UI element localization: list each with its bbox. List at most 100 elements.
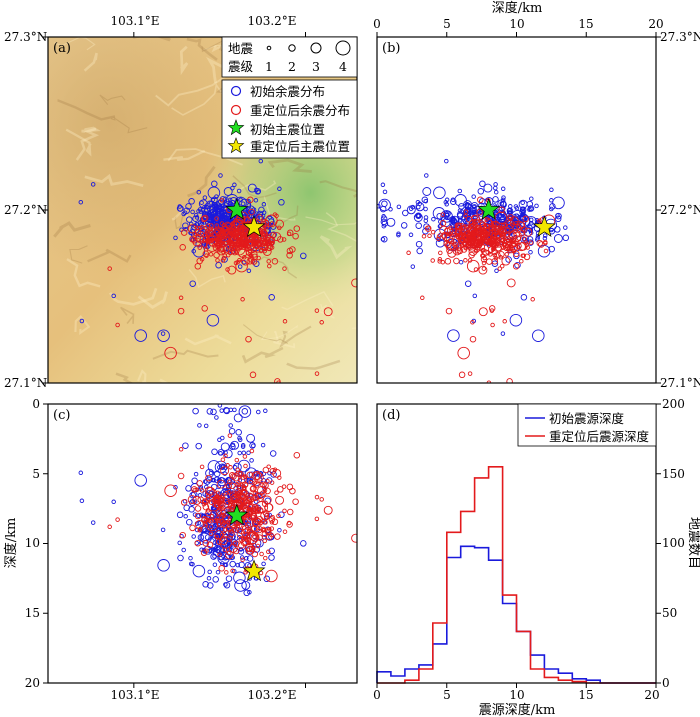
c-relocated-event: [189, 524, 196, 532]
b-initial-event: [410, 204, 416, 210]
a-relocated-event: [221, 255, 227, 261]
a-relocated-event: [230, 219, 244, 232]
c-initial-event: [207, 582, 214, 589]
c-relocated-event: [232, 547, 240, 555]
c-relocated-event: [253, 482, 266, 495]
c-initial-event: [240, 443, 246, 448]
b-relocated-event: [463, 213, 468, 219]
c-relocated-event: [314, 494, 320, 500]
c-initial-event: [204, 534, 212, 541]
panel-b: (b): [376, 36, 657, 384]
b-relocated-event: [456, 247, 464, 255]
magnitude-legend-title-1: 地震: [228, 41, 254, 56]
b-initial-event: [494, 268, 499, 274]
d-count-tick-200: 200: [662, 397, 685, 411]
legend-initial-aftershock-symbol: [230, 85, 242, 97]
c-initial-event: [238, 561, 245, 569]
b-initial-event: [423, 215, 429, 220]
b-initial-event: [527, 207, 532, 212]
c-relocated-event: [192, 487, 198, 493]
a-relocated-event: [199, 224, 205, 230]
b-initial-event: [563, 225, 568, 230]
a-relocated-event: [248, 208, 255, 216]
c-relocated-event: [205, 496, 211, 501]
terrain-ridge: [87, 248, 132, 263]
b-relocated-event: [445, 241, 452, 249]
c-relocated-event: [269, 480, 275, 485]
a-relocated-event: [269, 221, 275, 226]
panel-a-events: [78, 158, 357, 383]
a-relocated-event: [197, 245, 202, 250]
a-initial-event: [78, 199, 84, 205]
c-relocated-event: [243, 519, 249, 524]
c-initial-event: [186, 518, 193, 526]
c-initial-event: [222, 471, 228, 476]
a-initial-event: [79, 318, 85, 324]
c-relocated-event: [323, 505, 333, 515]
c-initial-event: [191, 534, 196, 539]
c-relocated-event: [243, 482, 249, 488]
b-depth-tick-10: 10: [509, 17, 524, 31]
magnitude-4-label: 4: [339, 59, 347, 74]
b-relocated-event: [460, 225, 466, 231]
b-initial-event: [458, 203, 465, 210]
a-relocated-event: [194, 235, 202, 242]
b-initial-event: [402, 209, 409, 217]
c-initial-event: [269, 450, 277, 457]
a-relocated-event: [243, 243, 249, 248]
c-relocated-event: [255, 543, 261, 549]
a-relocated-event: [271, 258, 279, 265]
a-relocated-event: [218, 231, 225, 238]
right-lat-tick-27.2: 27.2°N: [660, 203, 700, 217]
a-relocated-event: [224, 230, 229, 236]
a-initial-event: [181, 211, 186, 217]
b-initial-event: [380, 237, 386, 242]
c-relocated-event: [205, 509, 212, 516]
b-relocated-event: [430, 258, 435, 263]
c-initial-event: [207, 548, 212, 554]
b-initial-event: [457, 188, 463, 194]
terrain-ridge: [253, 256, 298, 279]
b-relocated-event: [457, 238, 465, 245]
c-relocated-event: [246, 536, 252, 542]
c-initial-event: [234, 579, 247, 592]
b-relocated-event: [436, 234, 442, 239]
a-relocated-event: [240, 241, 248, 249]
a-relocated-event: [192, 231, 198, 237]
b-initial-event: [549, 187, 554, 193]
legend-relocated-mainshock-label: 重定位后主震位置: [250, 139, 350, 154]
terrain-ridge: [319, 180, 357, 193]
a-initial-event: [111, 293, 116, 299]
a-relocated-event: [208, 252, 214, 257]
a-relocated-event: [115, 322, 120, 328]
c-relocated-event: [200, 549, 208, 556]
b-initial-event: [422, 187, 432, 196]
c-initial-event: [202, 479, 208, 484]
c-initial-event: [228, 427, 236, 435]
b-relocated-event: [463, 245, 468, 251]
a-initial-event: [223, 196, 228, 201]
c-relocated-event: [201, 498, 209, 505]
d-count-tick-150: 150: [662, 467, 685, 481]
c-relocated-event: [235, 467, 240, 473]
a-relocated-event: [240, 231, 246, 236]
c-relocated-event: [215, 515, 221, 521]
b-initial-event: [555, 212, 562, 220]
terrain-ridge: [260, 324, 299, 341]
b-initial-event: [457, 212, 464, 220]
b-relocated-event: [458, 371, 466, 379]
c-relocated-event: [319, 497, 324, 502]
b-initial-event: [552, 196, 565, 210]
a-initial-event: [278, 199, 285, 206]
c-initial-event: [246, 433, 256, 443]
a-relocated-event: [245, 335, 252, 343]
a-relocated-event: [249, 371, 257, 379]
a-initial-mainshock-star: [225, 197, 249, 220]
a-initial-event: [198, 199, 208, 209]
a-relocated-event: [216, 240, 223, 247]
c-relocated-event: [271, 518, 279, 526]
c-relocated-event: [201, 515, 208, 523]
c-relocated-event: [227, 499, 233, 505]
terrain-ridge: [241, 346, 284, 364]
c-relocated-event: [272, 468, 282, 478]
